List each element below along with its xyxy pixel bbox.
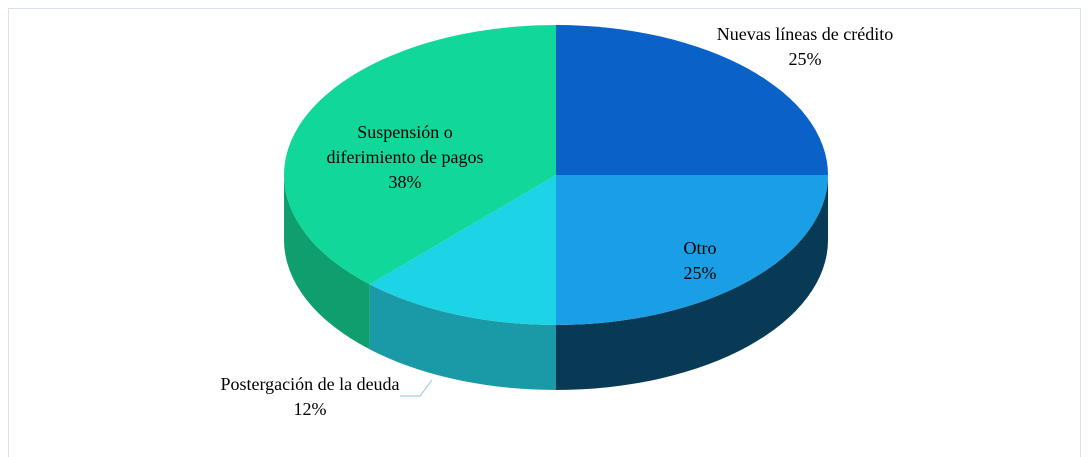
value-label: 12% — [293, 399, 327, 419]
data-label: Suspensión o diferimiento de pagos 38% — [320, 120, 490, 195]
value-label: 25% — [683, 263, 717, 283]
slice-side — [284, 175, 370, 350]
slice — [369, 175, 556, 325]
slice-side — [556, 175, 828, 390]
category-name: Postergación de la deuda — [220, 374, 400, 394]
category-name: Suspensión o diferimiento de pagos — [326, 122, 484, 167]
data-label: Postergación de la deuda 12% — [210, 372, 410, 422]
leader-line — [400, 379, 433, 397]
slice-side — [369, 284, 556, 391]
value-label: 38% — [388, 172, 422, 192]
category-name: Otro — [683, 238, 717, 258]
value-label: 25% — [788, 49, 822, 69]
chart-frame — [8, 8, 1081, 457]
slice — [556, 25, 828, 175]
slice — [556, 175, 828, 325]
category-name: Nuevas líneas de crédito — [716, 24, 894, 44]
data-label: Nuevas líneas de crédito 25% — [715, 22, 895, 72]
slice — [283, 24, 556, 285]
data-label: Otro 25% — [640, 236, 760, 286]
